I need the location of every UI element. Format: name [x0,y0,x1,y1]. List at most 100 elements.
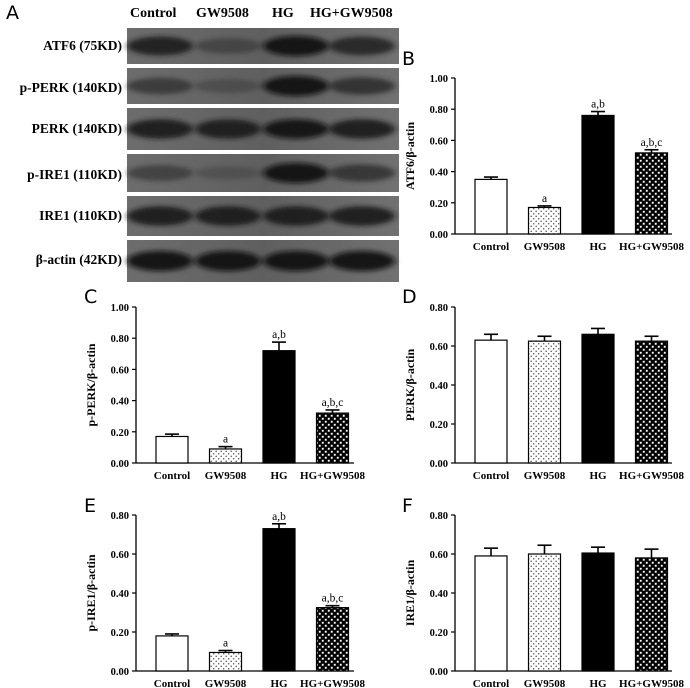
blot-lane-label: Control [130,6,177,21]
blot-band [329,36,395,56]
blot-row-label: p-PERK (140KD) [19,80,122,95]
y-tick-label: 0.40 [111,589,129,600]
blot-lane-label: HG+GW9508 [310,6,393,21]
blot-band [195,78,261,94]
bar [581,333,615,464]
chart-c: 0.00 0.20 0.40 0.60 0.80 1.00 p-PERK/β-actin Co… [84,303,365,482]
y-tick-label: 1.00 [111,303,129,314]
bar [315,607,350,672]
panel-label-a: A [6,2,19,24]
bar [208,448,243,464]
y-tick-label: 0.00 [430,667,448,678]
bar [208,651,243,672]
y-axis-label: p-PERK/β-actin [84,343,98,426]
blot-band [329,164,395,182]
blot-row-label: IRE1 (110KD) [39,208,122,223]
y-tick-label: 0.60 [430,550,448,561]
y-tick-label: 0.80 [111,334,129,345]
y-axis-label: ATF6/β-actin [403,122,417,190]
blot-band [263,162,329,184]
blot-strip [127,196,399,236]
bar [527,553,562,672]
chart-f: 0.00 0.20 0.40 0.60 0.80 IRE1/β-actin Control G… [403,511,684,688]
blot-band [263,35,329,57]
x-tick-label: Control [473,678,509,688]
x-tick-label: Control [473,241,509,253]
y-tick-label: 1.00 [430,74,448,85]
y-tick-label: 0.00 [430,459,448,470]
x-tick-label: Control [154,678,190,688]
significance-label: a,b,c [322,397,344,409]
x-tick-label: HG [270,470,288,482]
x-tick-label: HG+GW9508 [619,470,684,482]
y-tick-label: 0.60 [430,136,448,147]
y-tick-label: 0.60 [430,342,448,353]
bar [474,339,508,464]
y-tick-label: 0.20 [111,428,129,439]
y-tick-label: 0.40 [111,397,129,408]
blot-band [329,77,395,95]
blot-band [195,166,261,180]
y-tick-label: 0.60 [111,365,129,376]
bar [262,350,296,464]
blot-band [127,165,193,181]
y-tick-label: 0.80 [111,511,129,522]
blot-row-label: PERK (140KD) [31,121,122,136]
blot-band [329,119,395,139]
x-tick-label: HG [589,678,607,688]
chart-b: 0.00 0.20 0.40 0.60 0.80 1.00 ATF6/β-actin Cont… [403,74,684,253]
x-tick-label: HG+GW9508 [619,241,684,253]
bar [474,178,508,235]
x-tick-label: HG+GW9508 [300,678,365,688]
blot-strip [127,68,399,104]
y-tick-label: 0.40 [430,381,448,392]
blot-band [263,119,329,139]
x-tick-label: Control [473,470,509,482]
y-tick-label: 0.20 [430,420,448,431]
y-tick-label: 0.80 [430,303,448,314]
x-tick-label: HG [270,678,288,688]
significance-label: a [223,434,228,446]
y-tick-label: 0.80 [430,511,448,522]
significance-label: a,b [272,511,286,523]
blot-row-label: β-actin (42KD) [35,252,122,267]
significance-label: a,b [591,99,605,111]
y-tick-label: 0.40 [430,589,448,600]
x-tick-label: GW9508 [524,470,566,482]
bar [262,528,296,672]
blot-strip [127,108,399,150]
blot-band [195,250,261,272]
blot-band [127,119,193,139]
y-tick-label: 0.80 [430,105,448,116]
blot-band [127,77,193,95]
blot-band [329,250,395,272]
bar [474,555,508,672]
y-tick-label: 0.00 [111,459,129,470]
significance-label: a,b,c [641,137,663,149]
y-tick-label: 0.20 [430,628,448,639]
bar [315,412,350,464]
significance-label: a [542,193,547,205]
chart-e: 0.00 0.20 0.40 0.60 0.80 p-IRE1/β-actin Contro… [84,511,365,688]
panel-label-c: C [84,286,98,308]
x-tick-label: GW9508 [524,241,566,253]
bar [581,114,615,235]
y-tick-label: 0.00 [430,230,448,241]
panel-label-b: B [402,48,416,70]
panel-label-f: F [402,495,413,517]
blot-lane-label: GW9508 [196,6,249,21]
x-tick-label: HG+GW9508 [619,678,684,688]
bar [527,340,562,464]
significance-label: a [223,638,228,650]
significance-label: a,b,c [322,593,344,605]
x-tick-label: GW9508 [524,678,566,688]
y-axis-label: p-IRE1/β-actin [84,554,98,631]
x-tick-label: GW9508 [205,678,247,688]
bar [634,152,669,235]
x-tick-label: HG [589,470,607,482]
panel-label-e: E [84,495,97,517]
blot-strip [127,240,399,282]
